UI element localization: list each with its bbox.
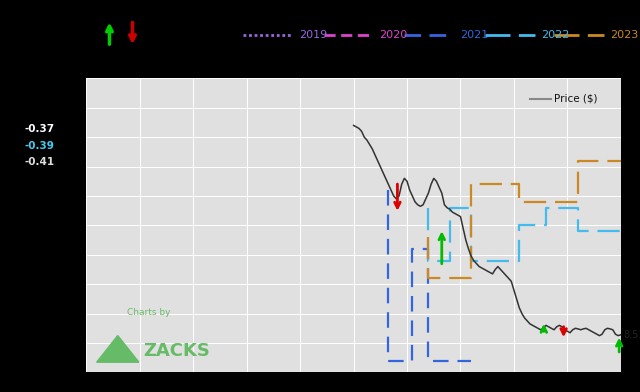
Text: -0.39: -0.39 xyxy=(24,141,54,151)
Text: 2019: 2019 xyxy=(299,30,327,40)
Text: -0.41: -0.41 xyxy=(24,158,54,167)
Text: -0.37: -0.37 xyxy=(24,124,54,134)
Text: 2023: 2023 xyxy=(610,30,638,40)
Text: Charts by: Charts by xyxy=(127,308,170,316)
Text: 2022: 2022 xyxy=(541,30,569,40)
Text: 2021: 2021 xyxy=(460,30,488,40)
Polygon shape xyxy=(97,336,139,362)
Text: 2020: 2020 xyxy=(380,30,408,40)
Text: ZACKS: ZACKS xyxy=(143,342,211,360)
Text: 8.51: 8.51 xyxy=(623,330,640,340)
Text: Price ($): Price ($) xyxy=(554,94,598,104)
